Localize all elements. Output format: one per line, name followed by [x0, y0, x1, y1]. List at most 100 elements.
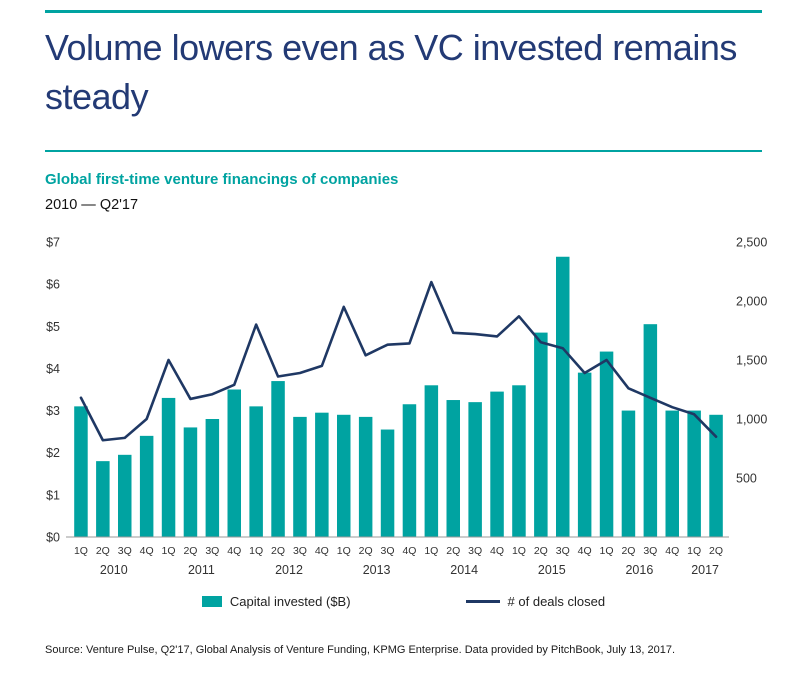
quarter-tick-label: 3Q [556, 545, 570, 557]
capital-invested-bar [380, 429, 395, 537]
year-tick-label: 2012 [275, 563, 303, 577]
quarter-tick-label: 1Q [74, 545, 88, 557]
quarter-tick-label: 1Q [337, 545, 351, 557]
capital-invested-bar [74, 406, 88, 537]
capital-invested-bars [74, 256, 723, 537]
quarter-tick-label: 3Q [468, 545, 482, 557]
quarter-tick-label: 1Q [512, 545, 526, 557]
quarter-tick-label: 2Q [183, 545, 197, 557]
capital-invested-bar [534, 332, 548, 537]
left-axis-tick-label: $5 [46, 320, 60, 334]
capital-invested-bar [271, 381, 285, 537]
chart-period: 2010 — Q2'17 [45, 197, 139, 213]
capital-invested-bar [337, 414, 351, 537]
top-accent-rule [45, 10, 762, 13]
quarter-tick-label: 4Q [140, 545, 154, 557]
year-tick-label: 2014 [450, 563, 478, 577]
quarter-tick-label: 2Q [271, 545, 285, 557]
chart-subtitle: Global first-time venture financings of … [45, 171, 399, 188]
capital-invested-bar [687, 410, 701, 537]
legend-item-capital: Capital invested ($B) [201, 594, 351, 609]
chart-legend: Capital invested ($B) # of deals closed [0, 594, 807, 609]
section-divider-rule [45, 150, 762, 152]
quarter-tick-label: 2Q [359, 545, 373, 557]
left-axis-tick-label: $3 [46, 404, 60, 418]
quarter-tick-label: 4Q [402, 545, 416, 557]
quarter-tick-label: 2Q [621, 545, 635, 557]
capital-invested-bar [205, 419, 220, 537]
quarter-tick-label: 1Q [600, 545, 614, 557]
capital-invested-bar [643, 324, 658, 537]
page-title-line2: steady [45, 75, 149, 117]
capital-invested-bar [621, 410, 636, 537]
capital-invested-bar [599, 351, 614, 537]
capital-invested-bar [577, 372, 592, 537]
year-tick-label: 2015 [538, 563, 566, 577]
legend-deals-label: # of deals closed [507, 594, 606, 609]
quarter-tick-label: 4Q [578, 545, 592, 557]
capital-invested-bar [227, 389, 241, 537]
quarter-tick-label: 2Q [96, 545, 110, 557]
legend-item-deals: # of deals closed [465, 594, 606, 609]
year-tick-label: 2011 [188, 563, 215, 577]
capital-invested-bar [665, 410, 679, 537]
quarter-tick-label: 2Q [446, 545, 460, 557]
capital-invested-bar [358, 416, 373, 537]
capital-invested-bar [424, 385, 439, 537]
legend-capital-label: Capital invested ($B) [229, 594, 351, 609]
left-axis-tick-label: $0 [46, 531, 60, 545]
quarter-tick-label: 1Q [162, 545, 176, 557]
quarter-tick-label: 3Q [643, 545, 657, 557]
capital-invested-bar [183, 427, 198, 537]
page-title: Volume lowers even as VC invested remain… [45, 24, 762, 121]
deals-closed-line [79, 280, 718, 442]
capital-invested-bar [512, 385, 526, 537]
deals-closed-line-icon [465, 600, 500, 603]
left-axis-tick-label: $2 [46, 446, 60, 460]
quarter-tick-label: 3Q [118, 545, 132, 557]
page-title-line1: Volume lowers even as VC invested remain… [45, 27, 737, 68]
capital-invested-bar [96, 461, 110, 537]
right-axis-tick-label: 1,000 [736, 413, 767, 427]
left-axis-tick-label: $1 [46, 488, 60, 502]
quarter-tick-label: 3Q [381, 545, 395, 557]
year-tick-label: 2010 [100, 563, 128, 577]
capital-invested-bar [709, 414, 723, 537]
quarter-tick-label: 3Q [293, 545, 307, 557]
capital-invested-bar [315, 412, 329, 537]
quarter-tick-label: 2Q [534, 545, 548, 557]
capital-invested-bar [556, 256, 570, 537]
quarter-tick-label: 4Q [227, 545, 241, 557]
right-axis-tick-label: 2,000 [736, 295, 767, 309]
quarter-tick-label: 3Q [205, 545, 219, 557]
capital-invested-bar [468, 402, 482, 537]
capital-invested-bar [293, 416, 307, 537]
quarter-tick-label: 1Q [424, 545, 438, 557]
right-axis-tick-label: 500 [736, 472, 757, 486]
left-axis-tick-label: $6 [46, 278, 60, 292]
quarter-tick-label: 1Q [249, 545, 263, 557]
capital-invested-bar [118, 454, 132, 537]
quarter-tick-label: 2Q [709, 545, 723, 557]
capital-invested-bar [139, 435, 154, 537]
capital-invested-bar [161, 397, 176, 537]
right-axis-tick-label: 2,500 [736, 236, 767, 250]
capital-invested-bar [446, 400, 460, 537]
left-axis-tick-label: $4 [46, 362, 60, 376]
source-text: Source: Venture Pulse, Q2'17, Global Ana… [45, 644, 676, 656]
capital-invested-bar [402, 404, 417, 537]
right-axis-tick-label: 1,500 [736, 354, 767, 368]
year-tick-label: 2016 [625, 563, 653, 577]
quarter-tick-label: 4Q [490, 545, 504, 557]
quarter-tick-label: 4Q [665, 545, 679, 557]
quarter-tick-label: 4Q [315, 545, 329, 557]
year-tick-label: 2013 [363, 563, 391, 577]
year-tick-label: 2017 [691, 563, 719, 577]
quarter-tick-label: 1Q [687, 545, 701, 557]
combo-chart: $0 $1 $2 $3 $4 $5 $6 $7 500 1,000 1,500 2,000 2,500 1… [46, 236, 767, 578]
capital-invested-bar [249, 406, 263, 537]
capital-invested-swatch-icon [201, 596, 222, 607]
capital-invested-bar [490, 391, 504, 537]
left-axis-tick-label: $7 [46, 236, 60, 250]
